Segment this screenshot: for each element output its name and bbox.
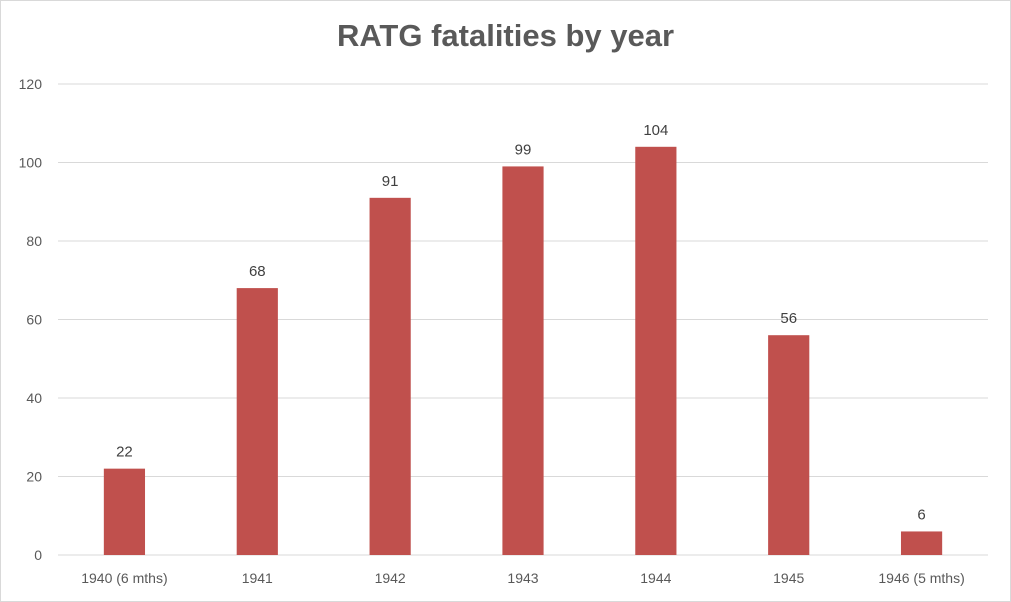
data-label: 104 (643, 122, 668, 139)
x-tick-label: 1945 (773, 570, 804, 586)
data-label: 6 (917, 506, 925, 523)
y-tick-label: 40 (26, 390, 42, 406)
x-tick-label: 1940 (6 mths) (81, 570, 167, 586)
x-tick-label: 1946 (5 mths) (878, 570, 964, 586)
bar (502, 166, 544, 556)
y-tick-label: 120 (19, 76, 43, 92)
bar (103, 468, 146, 555)
data-label: 91 (382, 173, 399, 190)
data-label: 56 (780, 310, 797, 327)
bar (900, 531, 943, 555)
bar (635, 146, 677, 556)
chart-title: RATG fatalities by year (336, 18, 675, 53)
bar (236, 288, 278, 555)
y-tick-label: 20 (26, 469, 42, 485)
bar (369, 197, 411, 555)
x-tick-label: 1944 (640, 570, 671, 586)
y-tick-label: 0 (34, 547, 42, 563)
data-label: 22 (116, 444, 133, 461)
y-tick-label: 100 (19, 155, 43, 171)
bar (768, 335, 810, 555)
y-tick-label: 60 (26, 312, 42, 328)
y-tick-label: 80 (26, 233, 42, 249)
data-label: 68 (249, 263, 266, 280)
x-tick-label: 1943 (507, 570, 538, 586)
x-tick-label: 1942 (375, 570, 406, 586)
x-tick-label: 1941 (242, 570, 273, 586)
data-label: 99 (515, 141, 532, 158)
